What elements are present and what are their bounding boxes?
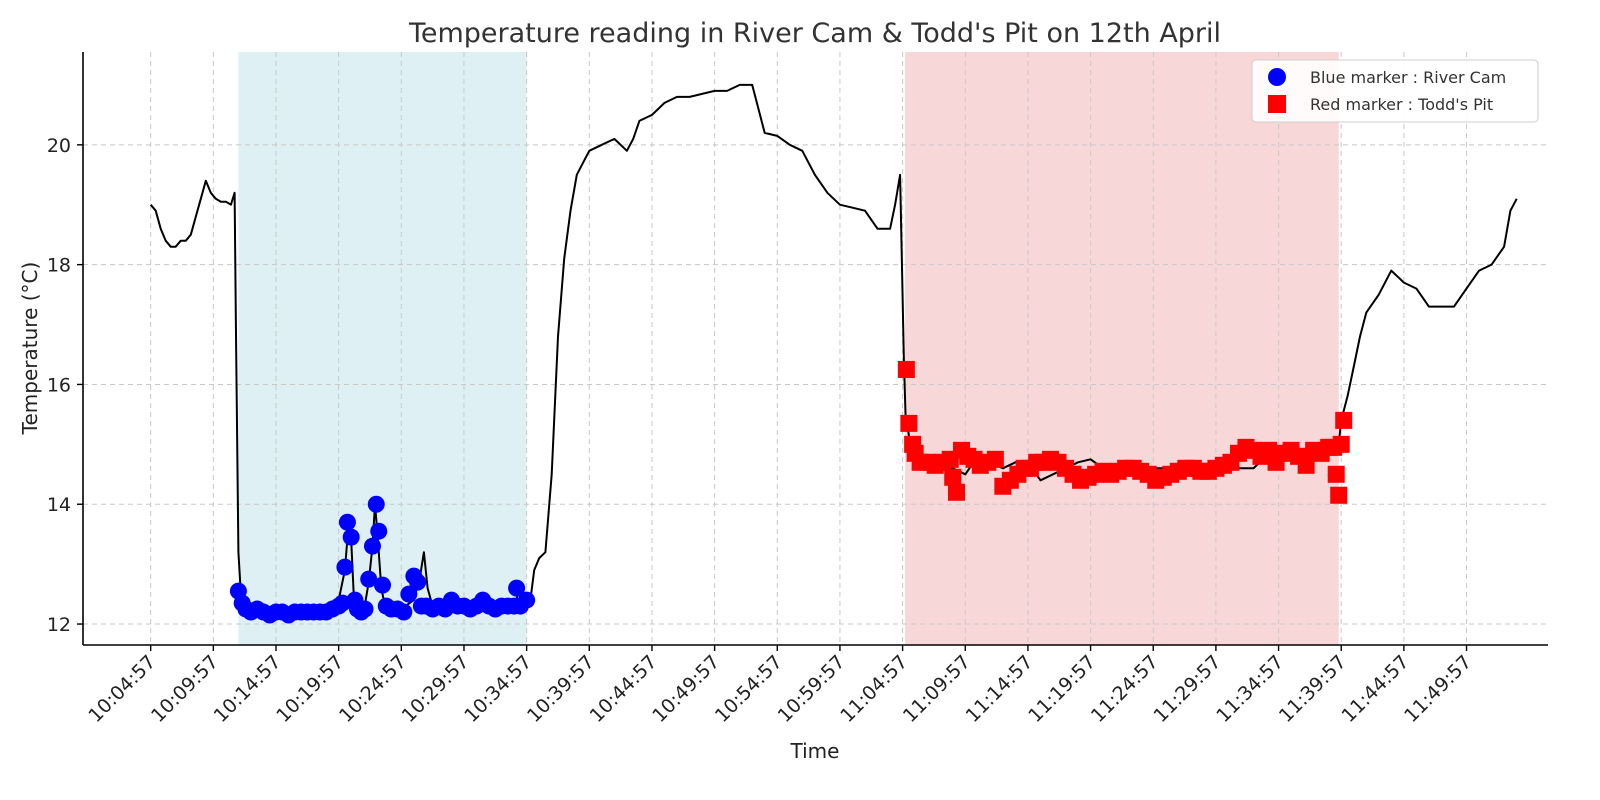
chart-title: Temperature reading in River Cam & Todd'… [408, 18, 1221, 49]
todds-pit-point [897, 360, 915, 378]
river-cam-point [395, 603, 413, 621]
shaded-regions [238, 52, 1339, 645]
river-cam-point [518, 591, 536, 609]
y-axis-label: Temperature (°C) [18, 262, 42, 436]
y-tick-label: 12 [47, 614, 71, 636]
todds-pit-point [1327, 465, 1345, 483]
todds-pit-point [1332, 435, 1350, 453]
grid-lines [83, 52, 1548, 645]
todds-pit-point [947, 483, 965, 501]
y-tick-label: 14 [47, 494, 71, 516]
river-cam-point [360, 570, 378, 588]
legend-label-river-cam: Blue marker : River Cam [1310, 68, 1506, 87]
y-tick-label: 18 [47, 255, 71, 277]
river-cam-point [367, 495, 385, 513]
todds-pit-point [1297, 456, 1315, 474]
river-cam-point [338, 513, 356, 531]
todds-pit-point [1335, 411, 1353, 429]
y-ticks: 12 14 16 18 20 [47, 135, 83, 636]
y-tick-label: 20 [47, 135, 71, 157]
river-cam-point [342, 528, 360, 546]
river-cam-point [374, 576, 392, 594]
river-cam-point [336, 558, 354, 576]
x-axis-label: Time [790, 739, 840, 763]
legend-label-todds-pit: Red marker : Todd's Pit [1310, 95, 1493, 114]
river-cam-point [356, 600, 374, 618]
axes [82, 52, 1548, 646]
todds-pit-point [986, 450, 1004, 468]
todds-pit-point [1330, 486, 1348, 504]
river-cam-point [363, 537, 381, 555]
y-tick-label: 16 [47, 374, 71, 396]
legend-marker-river-cam [1268, 68, 1286, 86]
river-cam-point [400, 585, 418, 603]
river-cam-point [508, 579, 526, 597]
todds-pit-point [900, 414, 918, 432]
region-todd-s-pit [905, 52, 1339, 645]
legend-marker-todds-pit [1268, 95, 1286, 113]
todds-pit-point [944, 468, 962, 486]
legend: Blue marker : River Cam Red marker : Tod… [1251, 59, 1539, 123]
river-cam-point [409, 573, 427, 591]
marker-layer [229, 360, 1353, 624]
region-river-cam [238, 52, 527, 645]
river-cam-point [370, 522, 388, 540]
legend-box [1251, 59, 1539, 123]
